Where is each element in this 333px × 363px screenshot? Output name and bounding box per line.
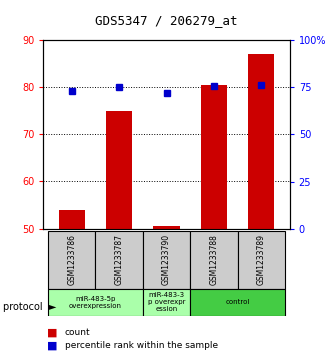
Text: miR-483-3
p overexpr
ession: miR-483-3 p overexpr ession — [148, 292, 185, 312]
Bar — [143, 289, 190, 316]
Text: GSM1233790: GSM1233790 — [162, 234, 171, 285]
Bar — [143, 231, 190, 289]
Bar — [190, 289, 285, 316]
Text: control: control — [225, 299, 250, 305]
Text: GSM1233786: GSM1233786 — [67, 234, 76, 285]
Bar — [190, 231, 237, 289]
Text: GSM1233788: GSM1233788 — [209, 234, 218, 285]
Bar — [154, 227, 179, 229]
Text: ■: ■ — [47, 327, 57, 337]
Text: protocol  ►: protocol ► — [3, 302, 57, 312]
Text: GSM1233787: GSM1233787 — [115, 234, 124, 285]
Bar — [59, 210, 85, 229]
Bar — [96, 231, 143, 289]
Bar — [106, 111, 132, 229]
Bar — [237, 231, 285, 289]
Text: GSM1233789: GSM1233789 — [257, 234, 266, 285]
Text: miR-483-5p
overexpression: miR-483-5p overexpression — [69, 295, 122, 309]
Text: GDS5347 / 206279_at: GDS5347 / 206279_at — [95, 15, 238, 28]
Bar — [48, 289, 143, 316]
Bar — [201, 85, 227, 229]
Bar — [248, 54, 274, 229]
Bar — [48, 231, 96, 289]
Text: percentile rank within the sample: percentile rank within the sample — [65, 341, 218, 350]
Text: count: count — [65, 328, 91, 337]
Text: ■: ■ — [47, 340, 57, 351]
